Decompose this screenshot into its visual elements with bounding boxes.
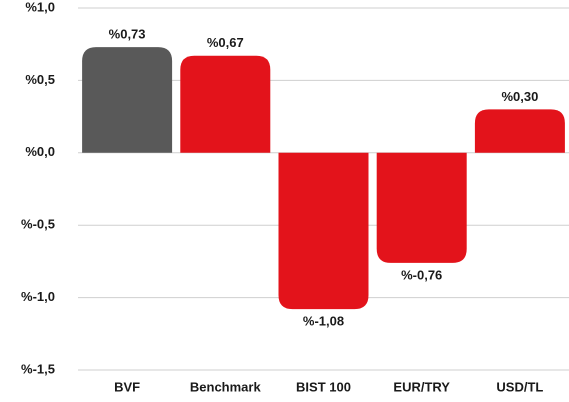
value-label: %0,67 (207, 35, 244, 50)
x-tick-label: Benchmark (190, 379, 262, 394)
x-tick-label: EUR/TRY (393, 379, 450, 394)
x-tick-label: BIST 100 (296, 379, 351, 394)
y-tick-label: %-1,5 (21, 361, 55, 376)
y-tick-label: %0,5 (25, 72, 55, 87)
bar (82, 47, 173, 153)
bar (376, 152, 467, 263)
bar (180, 55, 271, 153)
y-tick-label: %-1,0 (21, 289, 55, 304)
x-tick-label: BVF (114, 379, 140, 394)
value-label: %-1,08 (303, 314, 344, 329)
x-tick-label: USD/TL (496, 379, 543, 394)
bar (278, 152, 369, 310)
value-label: %0,30 (501, 89, 538, 104)
y-tick-label: %0,0 (25, 144, 55, 159)
value-label: %0,73 (109, 27, 146, 42)
y-tick-label: %1,0 (25, 0, 55, 14)
bar (474, 109, 565, 153)
value-label: %-0,76 (401, 267, 442, 282)
y-tick-label: %-0,5 (21, 217, 55, 232)
